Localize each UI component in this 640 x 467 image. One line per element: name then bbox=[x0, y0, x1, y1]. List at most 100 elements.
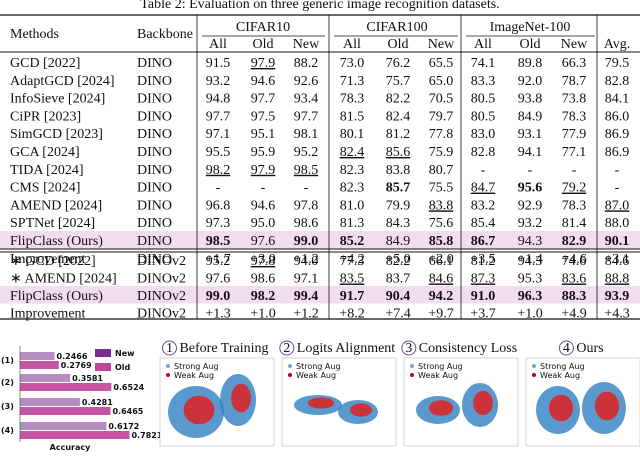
table-cell: 79.5 bbox=[605, 56, 630, 71]
panel-title: Ours bbox=[576, 341, 603, 356]
table-cell: +1.0 bbox=[250, 307, 275, 322]
weak-aug-cloud bbox=[473, 390, 493, 416]
table-cell: 92.9 bbox=[518, 198, 543, 213]
table-cell: DINOv2 bbox=[137, 289, 186, 304]
bar bbox=[20, 431, 130, 439]
table-cell: DINO bbox=[137, 234, 172, 249]
table-cell: Improvement bbox=[10, 252, 86, 267]
table-cell: 82.9 bbox=[562, 234, 587, 249]
table-cell: 77.1 bbox=[562, 145, 587, 160]
bar bbox=[20, 398, 80, 406]
legend-dot bbox=[532, 364, 536, 368]
table-cell: 97.6 bbox=[251, 234, 276, 249]
panel-title: Before Training bbox=[179, 341, 268, 356]
panel-number: 3 bbox=[405, 341, 412, 356]
weak-aug-cloud bbox=[350, 403, 372, 417]
table-cell: 90.1 bbox=[605, 234, 630, 249]
panel-legend-label: Strong Aug bbox=[174, 362, 219, 371]
table-cell: 96.3 bbox=[518, 289, 543, 304]
table-cell: 97.7 bbox=[251, 92, 276, 107]
table-cell: DINO bbox=[137, 216, 172, 231]
table-cell: AMEND [2024] bbox=[10, 198, 102, 213]
table-cell: AdaptGCD [2024] bbox=[10, 74, 115, 89]
table-cell: 93.2 bbox=[518, 216, 543, 231]
table-cell: 79.7 bbox=[429, 109, 454, 124]
table-cell: 98.2 bbox=[206, 163, 231, 178]
table-cell: 95.5 bbox=[206, 145, 231, 160]
legend-label: Old bbox=[115, 363, 131, 372]
table-cell: 98.5 bbox=[206, 234, 231, 249]
table-cell: TIDA [2024] bbox=[10, 163, 84, 178]
weak-aug-cloud bbox=[183, 395, 215, 425]
table-cell: SPTNet [2024] bbox=[10, 216, 95, 231]
bar bbox=[20, 374, 71, 382]
table-cell: SimGCD [2023] bbox=[10, 127, 103, 142]
table-cell: FlipClass (Ours) bbox=[10, 289, 103, 304]
weak-aug-cloud bbox=[231, 383, 251, 413]
table-cell: 81.5 bbox=[340, 109, 365, 124]
panel-legend-label: Strong Aug bbox=[540, 362, 585, 371]
group-header: ImageNet-100 bbox=[490, 20, 571, 35]
table-cell: 94.0 bbox=[294, 254, 319, 269]
table-cell: 77.8 bbox=[429, 127, 454, 142]
subheader-cell: Old bbox=[253, 37, 274, 52]
table-cell: 71.3 bbox=[340, 74, 365, 89]
table-cell: DINO bbox=[137, 145, 172, 160]
table-cell: - bbox=[216, 181, 221, 196]
weak-aug-cloud bbox=[307, 397, 335, 409]
table-cell: 97.8 bbox=[294, 198, 319, 213]
bar-category: (4) bbox=[1, 426, 14, 435]
table-cell: 89.8 bbox=[518, 56, 543, 71]
table-cell: 93.4 bbox=[294, 92, 319, 107]
panel-number-circle bbox=[161, 340, 177, 356]
table-cell: 92.6 bbox=[294, 74, 319, 89]
table-cell: 98.1 bbox=[294, 127, 319, 142]
row-highlight bbox=[0, 231, 640, 249]
table-cell: 81.4 bbox=[562, 216, 587, 231]
table-cell: 83.5 bbox=[340, 272, 365, 287]
table-cell: - bbox=[615, 163, 620, 178]
table-cell: 82.4 bbox=[340, 145, 365, 160]
panel-title: Logits Alignment bbox=[297, 341, 396, 356]
table-cell: 83.8 bbox=[429, 198, 454, 213]
subheader-cell: Old bbox=[388, 37, 409, 52]
legend-dot bbox=[532, 373, 536, 377]
panel-legend-label: Strong Aug bbox=[296, 362, 341, 371]
table-cell: - bbox=[615, 181, 620, 196]
table-cell: - bbox=[572, 163, 577, 178]
table-cell: DINOv2 bbox=[137, 254, 186, 269]
table-cell: 70.5 bbox=[429, 92, 454, 107]
table-cell: 84.9 bbox=[386, 234, 411, 249]
legend-swatch bbox=[95, 363, 111, 371]
table-cell: 82.3 bbox=[340, 163, 365, 178]
table-cell: 96.8 bbox=[206, 198, 231, 213]
table-cell: FlipClass (Ours) bbox=[10, 234, 103, 249]
table-cell: 82.8 bbox=[605, 74, 630, 89]
table-cell: 80.7 bbox=[429, 163, 454, 178]
panel-title: Consistency Loss bbox=[419, 341, 517, 356]
table-cell: 99.4 bbox=[294, 289, 319, 304]
table-cell: 76.2 bbox=[386, 56, 411, 71]
table-cell: 75.6 bbox=[429, 216, 454, 231]
table-cell: 95.2 bbox=[294, 145, 319, 160]
table-cell: 77.9 bbox=[562, 127, 587, 142]
table-cell: 85.6 bbox=[386, 145, 411, 160]
table-cell: 82.4 bbox=[386, 109, 411, 124]
table-cell: 98.6 bbox=[294, 216, 319, 231]
table-cell: 83.0 bbox=[471, 127, 496, 142]
table-cell: GCA [2024] bbox=[10, 145, 80, 160]
subheader-cell: Old bbox=[520, 37, 541, 52]
subheader-cell: All bbox=[343, 37, 361, 52]
subheader-cell: New bbox=[293, 37, 320, 52]
table-cell: 84.1 bbox=[605, 92, 630, 107]
table-cell: 91.0 bbox=[471, 289, 496, 304]
table-cell: +1.4 bbox=[517, 252, 542, 267]
table-cell: - bbox=[304, 181, 309, 196]
table-cell: 79.2 bbox=[562, 181, 587, 196]
table-cell: +3.5 bbox=[470, 252, 495, 267]
table-cell: 87.3 bbox=[471, 272, 496, 287]
legend-dot bbox=[410, 373, 414, 377]
table-cell: +8.2 bbox=[339, 307, 364, 322]
table-cell: 98.5 bbox=[294, 163, 319, 178]
